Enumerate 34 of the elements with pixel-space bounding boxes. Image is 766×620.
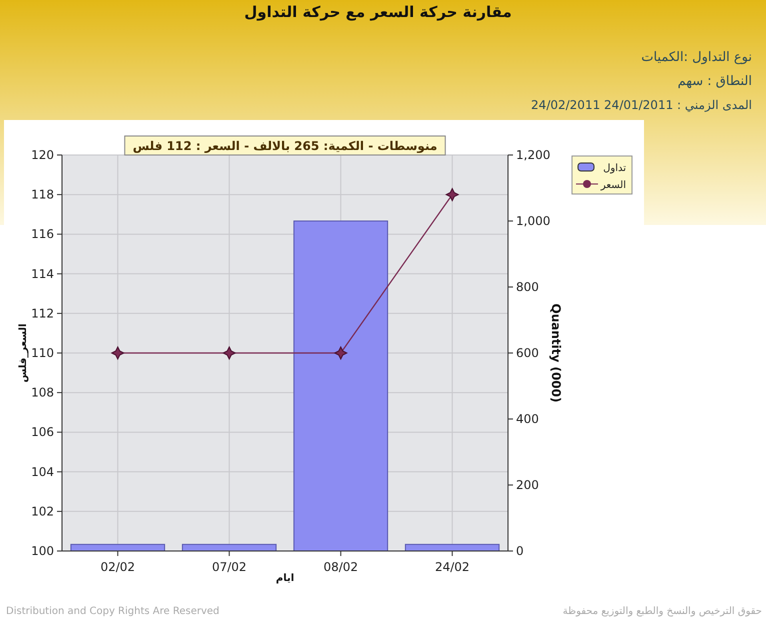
- y-tick-label: 112: [31, 306, 54, 320]
- y2-axis-title: Quantity (000): [549, 304, 563, 402]
- y-tick-label: 104: [31, 464, 54, 479]
- text: نوع التداول :الكميات: [641, 50, 752, 65]
- y-tick-label: 110: [31, 346, 54, 360]
- y2-tick-label: 1,200: [516, 148, 550, 162]
- y-tick-label: 106: [31, 425, 54, 440]
- x-tick-label: 24/02: [434, 560, 470, 574]
- y2-tick-label: 400: [516, 412, 539, 426]
- text: المدى الزمني : 24/01/2011 24/02/2011: [531, 98, 752, 112]
- y-tick-label: 118: [31, 188, 54, 202]
- y-tick-label: 100: [31, 544, 54, 558]
- y-axis-title: السعر_فلس: [18, 324, 29, 382]
- y2-tick-label: 600: [516, 346, 539, 360]
- y2-tick-label: 1,000: [516, 214, 550, 228]
- text: النطاق : سهم: [678, 74, 752, 89]
- legend-label: السعر: [600, 180, 626, 191]
- text: حقوق الترخيص والنسخ والطبع والتوزيع محفوظة: [562, 606, 762, 617]
- x-axis-title: ايام: [276, 573, 294, 584]
- chart-title: مقارنة حركة السعر مع حركة التداول: [244, 3, 512, 21]
- y-tick-label: 108: [31, 386, 54, 400]
- y-tick-label: 120: [31, 148, 54, 162]
- text: Distribution and Copy Rights Are Reserved: [6, 606, 220, 617]
- legend-label: تداول: [603, 163, 626, 174]
- x-tick-label: 02/02: [100, 560, 136, 574]
- y-tick-label: 102: [31, 504, 54, 518]
- y-tick-label: 116: [31, 227, 54, 242]
- y2-tick-label: 0: [516, 544, 524, 558]
- y-tick-label: 114: [31, 266, 54, 281]
- x-tick-label: 07/02: [212, 560, 247, 574]
- x-tick-label: 08/02: [323, 560, 358, 574]
- y2-tick-label: 200: [516, 478, 539, 492]
- y2-tick-label: 800: [516, 280, 539, 294]
- text: منوسطات - الكمية: 265 بالالف - السعر : 112 فلس: [132, 139, 438, 153]
